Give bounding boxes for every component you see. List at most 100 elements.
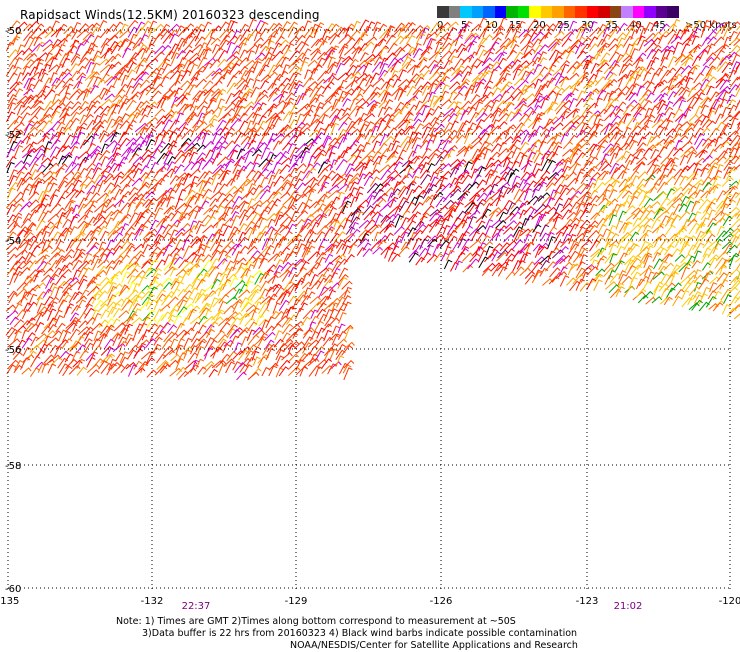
wind-barb	[98, 291, 108, 299]
wind-barb	[398, 91, 406, 101]
wind-barb	[736, 87, 740, 96]
wind-barb	[674, 175, 683, 185]
wind-barb	[119, 311, 129, 318]
wind-barb	[265, 333, 275, 341]
wind-barb	[202, 133, 210, 144]
wind-barb	[240, 50, 248, 58]
wind-barb	[179, 260, 189, 268]
wind-barb	[454, 203, 463, 212]
wind-barb	[168, 325, 177, 333]
wind-barb	[175, 165, 185, 174]
wind-barb	[181, 318, 190, 328]
wind-barb	[76, 253, 86, 261]
wind-barb	[288, 367, 300, 376]
wind-barb	[700, 97, 710, 104]
wind-barb	[644, 148, 653, 156]
wind-barb	[646, 82, 654, 90]
wind-barb	[57, 276, 66, 285]
wind-barb	[569, 99, 577, 109]
wind-barb	[329, 208, 337, 217]
wind-barb	[548, 227, 557, 235]
wind-barb	[710, 283, 718, 292]
wind-barb	[170, 305, 179, 313]
wind-barb	[339, 151, 348, 160]
wind-barb	[85, 181, 95, 189]
wind-barb	[189, 64, 198, 76]
wind-barb	[253, 258, 261, 269]
wind-barb	[643, 282, 652, 291]
wind-barb	[309, 183, 319, 192]
wind-barb	[573, 64, 583, 74]
wind-barb	[630, 225, 641, 233]
wind-barb	[525, 216, 534, 226]
wind-barb	[288, 144, 296, 152]
wind-barb	[699, 51, 708, 61]
wind-barb	[202, 160, 213, 169]
wind-barb	[373, 247, 383, 254]
wind-barb	[423, 113, 433, 122]
wind-barb	[420, 239, 428, 249]
wind-barb	[727, 200, 736, 208]
wind-barb	[503, 227, 513, 234]
wind-barb	[266, 317, 275, 328]
wind-barb	[449, 82, 459, 90]
wind-barb	[391, 197, 399, 207]
wind-barb	[399, 247, 410, 256]
wind-barb	[737, 261, 740, 269]
wind-barb	[210, 192, 222, 200]
wind-barb	[51, 204, 61, 213]
latitude-label: -56	[5, 345, 21, 356]
wind-barb	[13, 37, 20, 46]
wind-barb	[562, 39, 572, 47]
wind-barb	[31, 170, 40, 180]
wind-barb	[48, 364, 56, 373]
wind-barb	[294, 179, 303, 188]
wind-barb	[148, 149, 160, 157]
wind-barb	[372, 102, 380, 111]
wind-barb	[582, 240, 593, 247]
wind-barb	[274, 169, 283, 179]
wind-barb	[479, 50, 487, 59]
wind-barb	[8, 188, 16, 198]
wind-barb	[8, 254, 17, 261]
wind-barb	[91, 324, 102, 332]
wind-barb	[540, 269, 548, 277]
wind-barb	[254, 155, 262, 165]
wind-barb	[237, 372, 247, 380]
wind-barb	[17, 283, 28, 291]
wind-barb	[62, 284, 72, 293]
wind-barb	[329, 362, 341, 370]
wind-barb	[120, 203, 131, 213]
wind-barb	[468, 41, 477, 52]
wind-barb	[503, 73, 510, 82]
wind-barb	[560, 185, 568, 194]
wind-barb	[99, 100, 112, 108]
wind-barb	[639, 40, 647, 51]
wind-barb	[43, 289, 52, 297]
wind-barb	[532, 262, 542, 271]
wind-barb	[275, 225, 286, 235]
wind-barb	[255, 274, 265, 285]
wind-barb	[157, 290, 166, 299]
wind-barb	[325, 171, 335, 181]
wind-barb	[164, 255, 172, 266]
wind-barb	[111, 31, 123, 40]
wind-barb	[237, 169, 246, 179]
wind-barb	[616, 156, 626, 163]
wind-barb	[49, 226, 59, 236]
wind-barb	[665, 205, 674, 213]
wind-barb	[241, 128, 251, 137]
wind-barb	[269, 366, 277, 376]
wind-barb	[622, 277, 632, 284]
wind-barb	[532, 106, 541, 115]
wind-barb	[356, 107, 364, 117]
wind-barb	[668, 57, 677, 68]
wind-barb	[496, 229, 505, 240]
wind-barb	[469, 66, 477, 76]
wind-barb	[58, 86, 69, 96]
wind-barb	[169, 104, 178, 114]
wind-barb	[532, 232, 541, 244]
wind-barb	[174, 135, 182, 146]
wind-barb	[63, 339, 72, 348]
latitude-label: -58	[5, 461, 21, 472]
